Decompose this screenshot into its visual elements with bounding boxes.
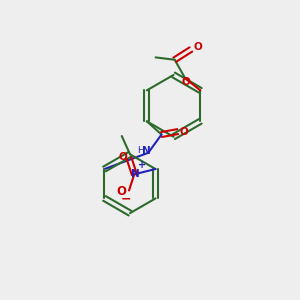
Text: O: O [181, 76, 190, 86]
Text: O: O [193, 42, 202, 52]
Text: H: H [137, 146, 144, 155]
Text: O: O [118, 152, 127, 162]
Text: O: O [117, 184, 127, 198]
Text: +: + [138, 160, 146, 170]
Text: O: O [180, 127, 189, 136]
Text: −: − [121, 193, 131, 206]
Text: N: N [142, 146, 151, 156]
Text: N: N [131, 169, 140, 179]
